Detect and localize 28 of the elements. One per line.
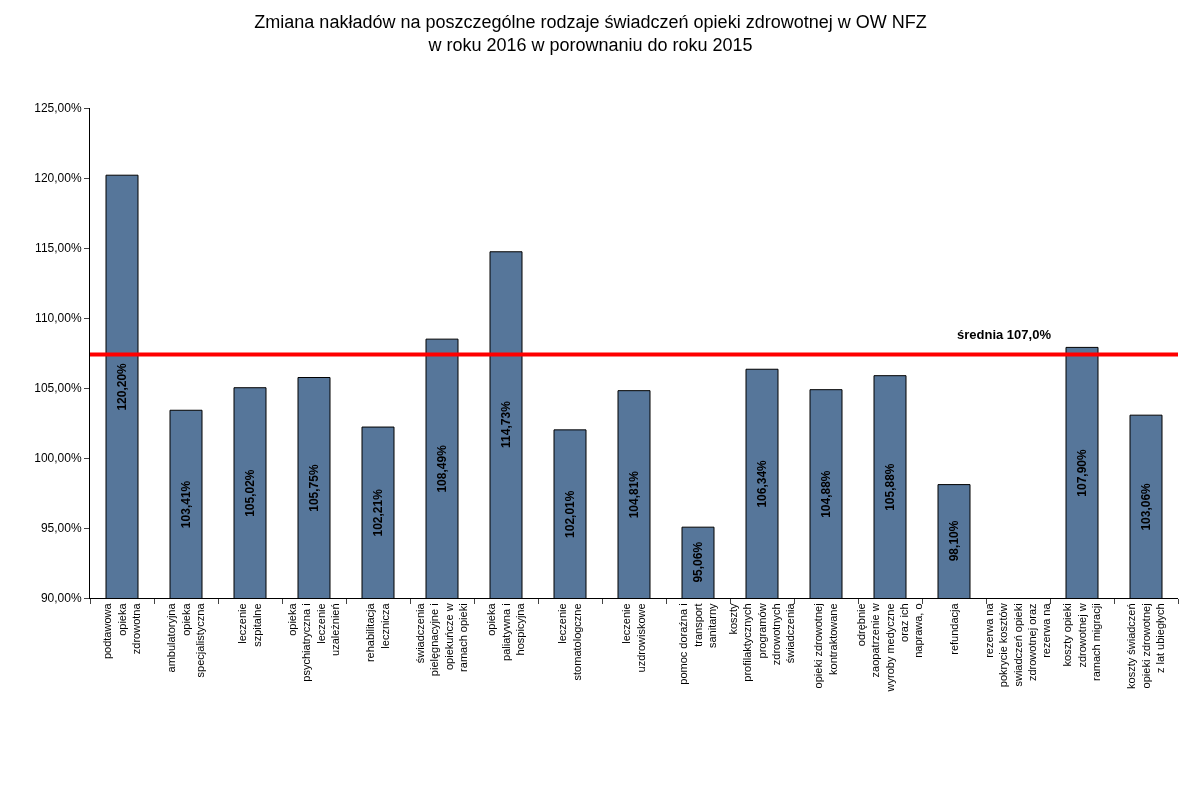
- data-label: 105,88%: [883, 463, 898, 511]
- data-label: 106,34%: [755, 459, 770, 508]
- y-tick-label: 125,00%: [34, 101, 82, 116]
- data-label: 102,21%: [371, 488, 386, 537]
- y-tick-label: 90,00%: [40, 591, 82, 606]
- data-label: 104,81%: [626, 470, 641, 519]
- data-label: 107,90%: [1075, 449, 1090, 497]
- y-tick-label: 120,00%: [34, 171, 82, 186]
- data-label: 103,41%: [178, 480, 193, 529]
- data-label: 105,75%: [307, 464, 322, 512]
- x-tick-label: refundacja: [947, 602, 960, 655]
- x-tick-label: podtawowa opieka zdrowotna: [101, 602, 142, 660]
- data-label: 103,06%: [1139, 482, 1154, 531]
- data-label: 105,02%: [243, 469, 258, 517]
- ref-line-label: średnia 107,0%: [957, 327, 1052, 342]
- data-label: 98,10%: [946, 520, 961, 562]
- y-tick-label: 95,00%: [40, 521, 82, 536]
- data-label: 120,20%: [115, 362, 130, 411]
- data-label: 95,06%: [691, 541, 706, 583]
- y-tick-label: 115,00%: [35, 241, 82, 256]
- y-tick-label: 110,00%: [35, 311, 82, 326]
- data-label: 114,73%: [499, 400, 514, 448]
- y-tick-label: 100,00%: [34, 451, 82, 466]
- chart-title: Zmiana nakładów na poszczególne rodzaje świadczeń opieki zdrowotnej w OW NFZ w roku 2016 w porownaniu do roku 2015: [254, 11, 927, 56]
- data-label: 102,01%: [563, 490, 578, 538]
- data-label: 104,88%: [819, 470, 834, 518]
- y-tick-label: 105,00%: [34, 381, 82, 396]
- data-label: 108,49%: [435, 444, 450, 493]
